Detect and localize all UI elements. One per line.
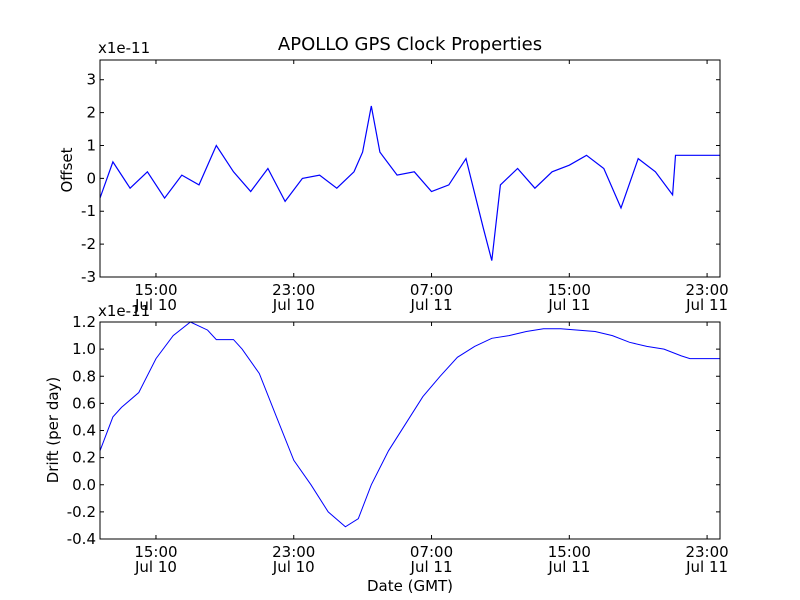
drift-xtick-date: Jul 10 bbox=[134, 558, 177, 576]
drift-xtick-date: Jul 11 bbox=[547, 558, 590, 576]
drift-exponent-label: x1e-11 bbox=[98, 302, 150, 320]
drift-ytick-label: 0.0 bbox=[72, 476, 96, 494]
drift-panel: x1e-11 Drift (per day) Date (GMT) -0.4 -0… bbox=[44, 302, 729, 595]
offset-xtick-time: 15:00 bbox=[134, 281, 177, 299]
drift-ytick-label: 1.2 bbox=[72, 313, 96, 331]
drift-xtick-time: 23:00 bbox=[272, 543, 315, 561]
offset-exponent-label: x1e-11 bbox=[98, 39, 150, 57]
drift-series-line bbox=[100, 322, 720, 528]
offset-xtick-time: 23:00 bbox=[685, 281, 728, 299]
offset-xtick-time: 07:00 bbox=[410, 281, 453, 299]
offset-ytick-label: -2 bbox=[81, 235, 96, 253]
drift-ytick-label: -0.2 bbox=[67, 503, 96, 521]
drift-plot-frame bbox=[99, 321, 721, 540]
offset-y-axis-label: Offset bbox=[58, 147, 76, 192]
drift-xtick-time: 23:00 bbox=[685, 543, 728, 561]
drift-xtick-date: Jul 11 bbox=[410, 558, 453, 576]
chart-title: APOLLO GPS Clock Properties bbox=[278, 34, 542, 55]
offset-series-line bbox=[100, 105, 720, 261]
offset-xtick-date: Jul 11 bbox=[547, 296, 590, 314]
offset-xtick-date: Jul 11 bbox=[410, 296, 453, 314]
offset-ytick-label: 3 bbox=[86, 71, 96, 89]
drift-xtick-date: Jul 11 bbox=[685, 558, 728, 576]
drift-ytick-label: 0.2 bbox=[72, 449, 96, 467]
drift-xtick-time: 15:00 bbox=[548, 543, 591, 561]
offset-ytick-label: 2 bbox=[86, 104, 96, 122]
offset-plot-frame bbox=[99, 59, 721, 278]
drift-x-axis-label: Date (GMT) bbox=[367, 577, 453, 595]
drift-xtick-time: 15:00 bbox=[134, 543, 177, 561]
offset-ytick-label: 1 bbox=[86, 136, 96, 154]
offset-xtick-time: 15:00 bbox=[548, 281, 591, 299]
drift-ytick-label: 1.0 bbox=[72, 340, 96, 358]
offset-xtick-time: 23:00 bbox=[272, 281, 315, 299]
offset-ytick-label: 0 bbox=[86, 169, 96, 187]
drift-xtick-date: Jul 10 bbox=[272, 558, 315, 576]
offset-ytick-label: -1 bbox=[81, 202, 96, 220]
drift-ytick-label: -0.4 bbox=[67, 530, 96, 548]
drift-xtick-time: 07:00 bbox=[410, 543, 453, 561]
drift-ytick-label: 0.8 bbox=[72, 367, 96, 385]
offset-xtick-date: Jul 10 bbox=[134, 296, 177, 314]
drift-ytick-label: 0.6 bbox=[72, 394, 96, 412]
offset-ytick-label: -3 bbox=[81, 268, 96, 286]
drift-y-axis-label: Drift (per day) bbox=[44, 377, 62, 484]
offset-xtick-date: Jul 11 bbox=[685, 296, 728, 314]
offset-xtick-date: Jul 10 bbox=[272, 296, 315, 314]
drift-ytick-label: 0.4 bbox=[72, 422, 96, 440]
